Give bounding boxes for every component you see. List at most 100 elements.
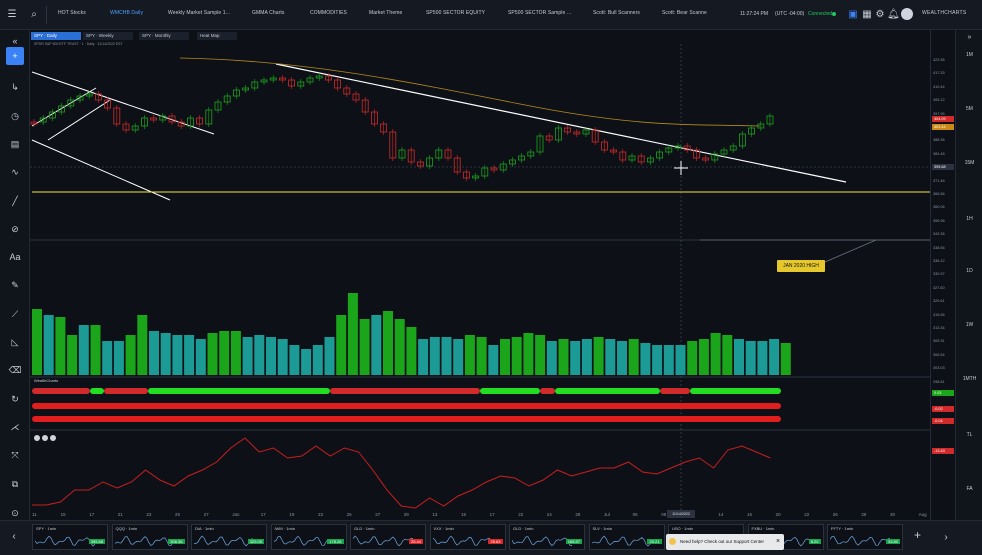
scroll-left-icon[interactable]: ‹ [12, 531, 16, 542]
candle [315, 75, 323, 79]
signal-segment [480, 388, 540, 394]
indicator-settings-icon[interactable] [42, 435, 48, 441]
workspace-tab[interactable]: Weekly Market Sample 1... [168, 10, 231, 16]
chart-tab[interactable]: SPY · Monthly [139, 32, 189, 40]
eraser-tool-icon[interactable]: ⌫ [8, 365, 22, 375]
calendar-tool-icon[interactable]: ▤ [10, 139, 20, 149]
help-popup[interactable]: Need help? Check out our Support Center [666, 534, 784, 550]
workspace-tab[interactable]: SP500 SECTOR EQUITY [426, 10, 486, 16]
mini-chart[interactable]: DIA · 1min 329.05 [191, 524, 267, 550]
volume-bar [55, 317, 66, 375]
indicator-close-icon[interactable] [50, 435, 56, 441]
chart-tab[interactable]: SPY · Daily [31, 32, 81, 40]
workspace-tab[interactable]: HOT Stocks [58, 10, 86, 16]
external-link-icon[interactable]: ⧉ [11, 479, 19, 489]
indicator-icon[interactable]: ⋌ [10, 422, 20, 432]
mini-chart[interactable]: SLV · 1min 20.21 [588, 524, 665, 550]
volume-bar [172, 335, 183, 375]
brush-tool-icon[interactable]: ✎ [11, 280, 19, 290]
volume-bar [652, 345, 663, 375]
trend-tool-icon[interactable]: ∿ [11, 167, 19, 177]
mini-chart[interactable]: QQQ · 1min 306.36 [111, 524, 188, 550]
ruler-tool-icon[interactable]: ⟋ [11, 309, 19, 319]
fib-tool-icon[interactable]: ⊘ [11, 224, 19, 234]
timeframe-button[interactable]: 1W [965, 322, 974, 328]
date-label: 24 [546, 512, 552, 517]
add-chart-icon[interactable]: + [914, 528, 922, 542]
text-tool-icon[interactable]: Aa [9, 252, 21, 262]
candle [334, 79, 342, 89]
mini-chart[interactable]: IWM · 1min 178.28 [270, 524, 347, 550]
clock: 11:27:24 PM [740, 11, 768, 17]
workspace-tab[interactable]: Market Theme [369, 10, 403, 16]
signal-segment [90, 388, 104, 394]
volume-bar [67, 335, 78, 375]
date-label: 15 [60, 512, 66, 517]
candle [30, 121, 38, 125]
volume-bar [429, 337, 440, 375]
measure-tool-icon[interactable]: ↳ [11, 82, 19, 92]
chart-tab[interactable]: Heat Map [197, 32, 237, 40]
close-icon[interactable]: × [776, 538, 781, 545]
timeframe-button[interactable]: 1MTH [962, 376, 977, 382]
indicator-name: WealthCharts [34, 378, 59, 383]
volume-bar [628, 339, 639, 375]
timeframe-button[interactable]: 5M [966, 106, 973, 112]
timeframe-button[interactable]: 15M [964, 160, 975, 166]
line-tool-icon[interactable]: ╱ [12, 196, 18, 206]
candle [407, 149, 415, 163]
candle [748, 127, 755, 135]
workspace-tab[interactable]: SP500 SECTOR Sample ... [508, 10, 572, 16]
scroll-right-icon[interactable]: › [944, 532, 948, 543]
clock-tool-icon[interactable]: ◷ [11, 111, 19, 121]
menu-icon[interactable]: ☰ [7, 9, 17, 20]
date-label: 27 [203, 512, 209, 517]
sparkline [591, 535, 652, 547]
timeframe-button[interactable]: 1D [966, 268, 973, 274]
avatar[interactable] [901, 8, 913, 20]
mini-chart[interactable]: GLD · 1min 168.57 [509, 524, 585, 550]
date-axis[interactable]: 11 15 17 21 23 25 27 Jan 17 19 23 25 27 29 13 15 17 22 24 2… [30, 510, 930, 520]
mini-chart[interactable]: GLD · 1min 25.44 [350, 524, 426, 550]
mini-chart[interactable]: FFTY · 1min 33.80 [827, 524, 903, 550]
price-label: 343.36 [933, 232, 945, 237]
mini-chart[interactable]: SPY · 1min 395.68 [32, 524, 108, 550]
workspace-tab[interactable]: GMMA Charts [252, 10, 285, 16]
date-label: 20 [775, 512, 781, 517]
timeframe-button[interactable]: TL [966, 432, 973, 438]
timeframe-button[interactable]: FA [966, 486, 973, 492]
timeframe-button[interactable]: 1H [966, 216, 973, 222]
annotation-callout[interactable]: JAN 2020 HIGH [777, 260, 825, 272]
mini-chart[interactable]: VXX · 1min 25.63 [429, 524, 506, 550]
signal-segment [660, 388, 690, 394]
signal-tag-green: 0.03 [932, 390, 954, 396]
scanner-icon[interactable]: ⤧ [11, 450, 19, 460]
bell-icon[interactable]: 🔔︎ [887, 9, 900, 20]
price-label: 298.81 [933, 379, 945, 384]
gear-icon[interactable]: ⚙ [875, 9, 885, 20]
price-axis[interactable]: 423.36417.33410.44405.12397.95391.04388.… [930, 30, 955, 520]
volume-bar [184, 335, 195, 375]
collapse-icon[interactable]: « [12, 36, 18, 46]
volume-bar [90, 325, 101, 375]
crosshair-tool-icon[interactable]: + [6, 47, 24, 65]
workspace-tab[interactable]: WMCHB Daily [110, 10, 144, 16]
workspace-tab[interactable]: Scott: Bull Scanners [593, 10, 641, 16]
price-label: 371.46 [933, 178, 945, 183]
expand-icon[interactable]: » [967, 34, 972, 41]
chart-tab[interactable]: SPY · Weekly [83, 32, 133, 40]
indicator-toggle-icon[interactable] [34, 435, 40, 441]
settings-tool-icon[interactable]: ⊙ [11, 508, 19, 518]
refresh-icon[interactable]: ↻ [11, 394, 19, 404]
volume-bar [359, 319, 370, 375]
volume-bar [137, 315, 148, 375]
timeframe-button[interactable]: 1M [966, 52, 973, 58]
save-icon[interactable]: ▣ [848, 9, 858, 20]
shape-tool-icon[interactable]: ◺ [11, 337, 19, 347]
search-icon[interactable]: ⌕ [31, 9, 37, 20]
candle [462, 171, 470, 179]
layout-icon[interactable]: ▦ [862, 9, 872, 20]
workspace-tab[interactable]: COMMODITIES [310, 10, 347, 16]
workspace-tab[interactable]: Scott: Bear Scanne [662, 10, 707, 16]
